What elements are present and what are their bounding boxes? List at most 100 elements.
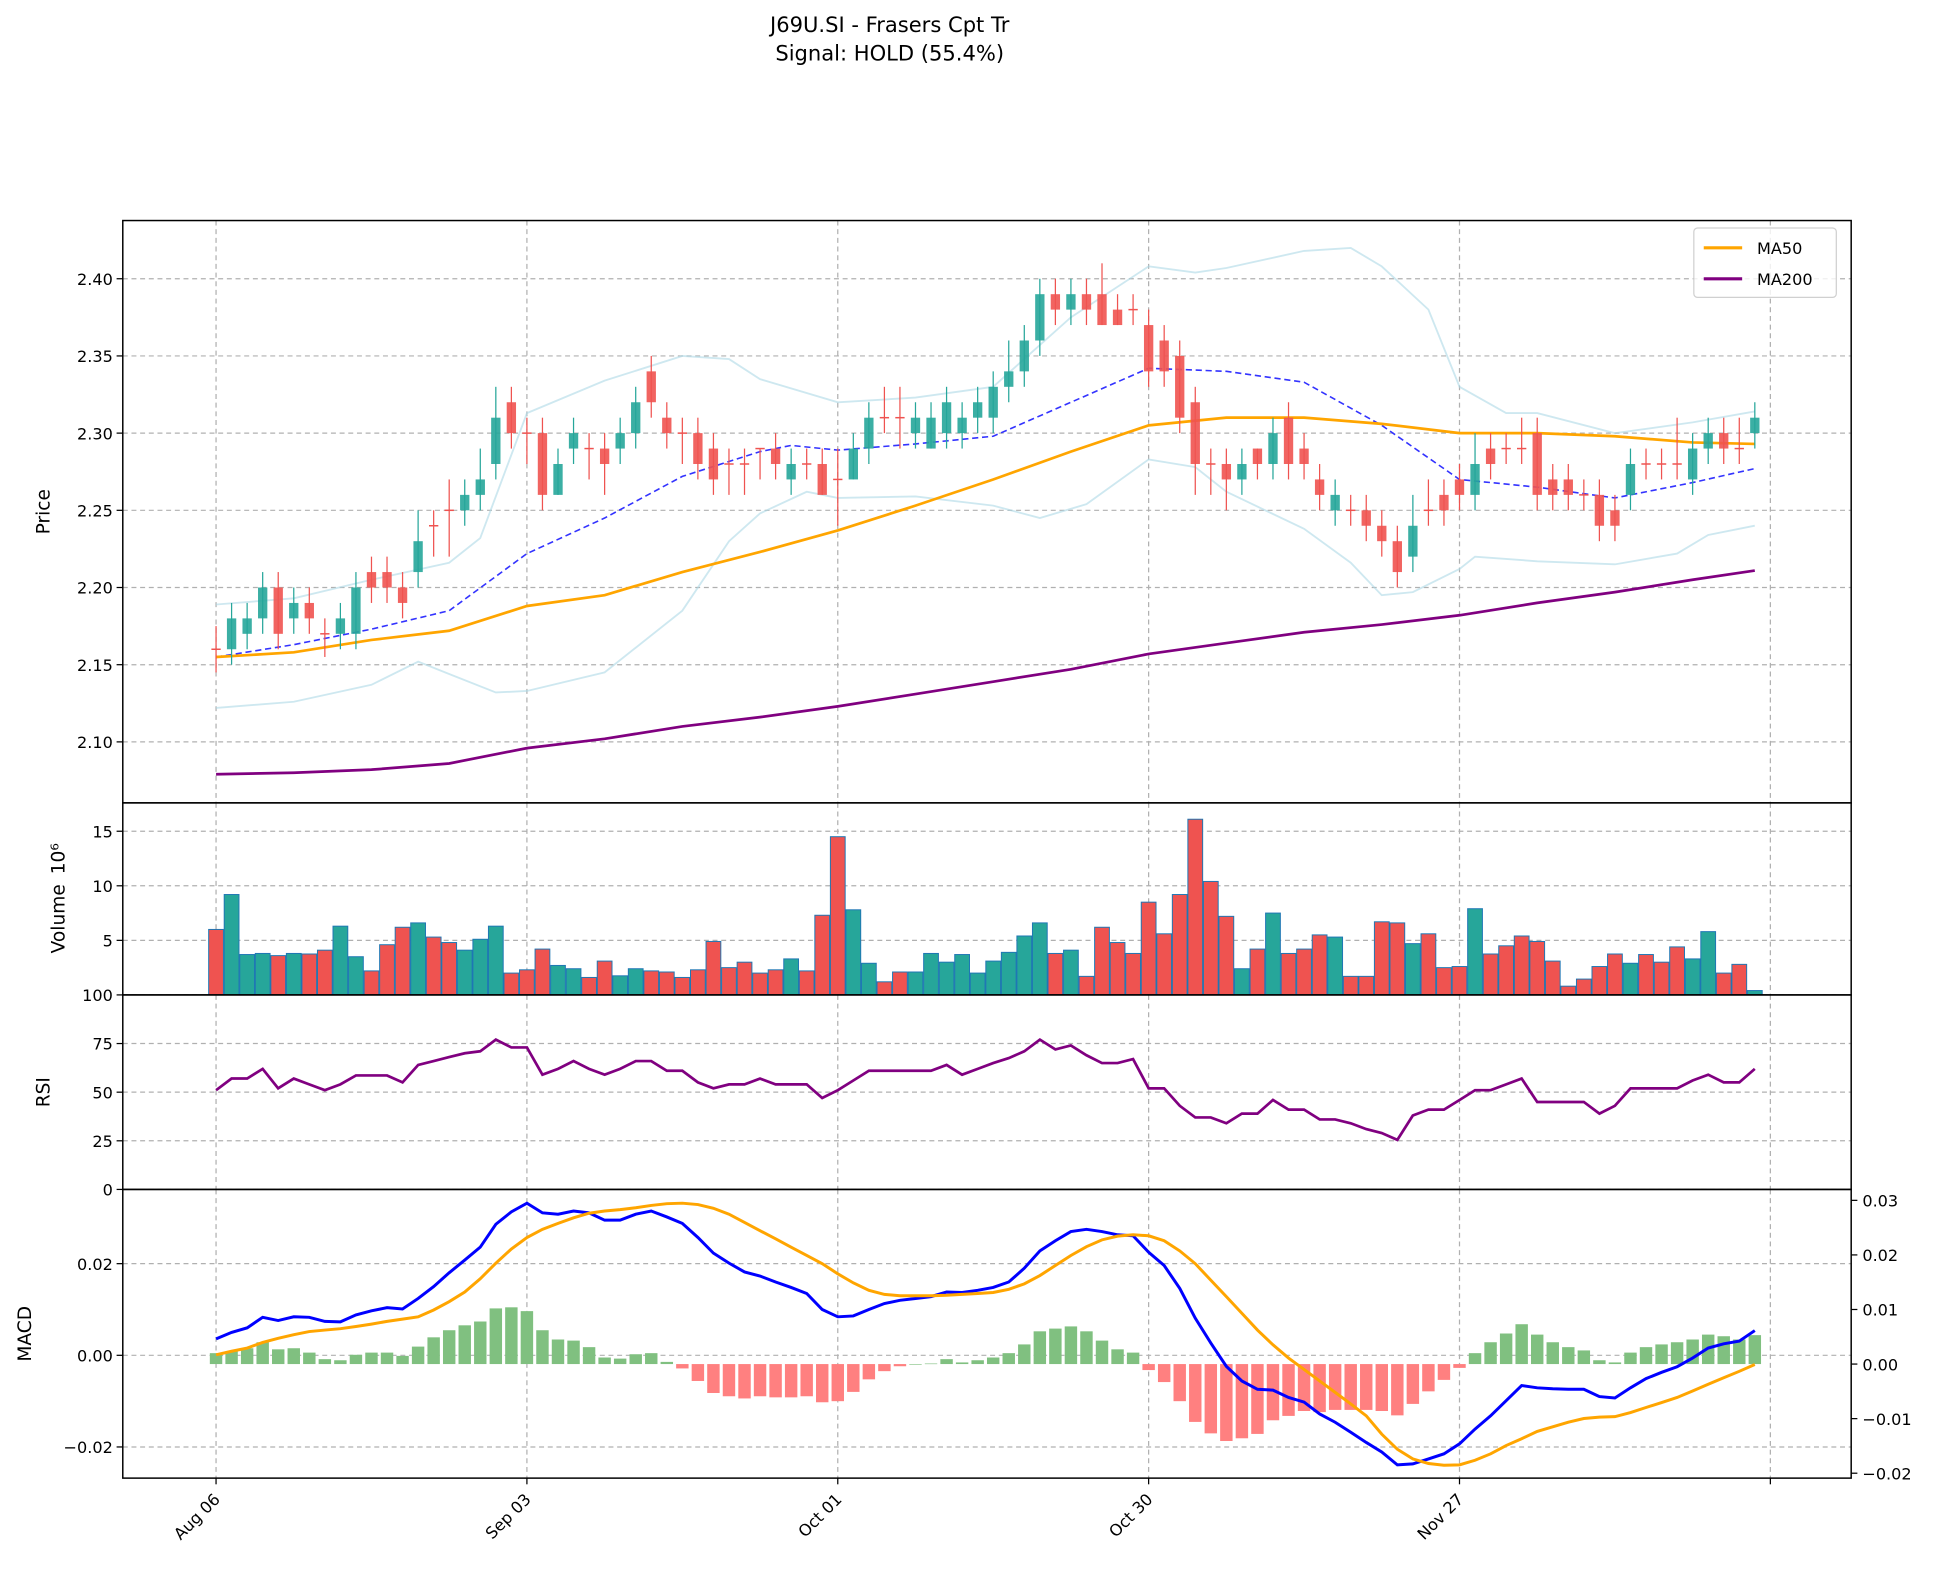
candle-body-down [1439,494,1449,511]
candle-body-down [506,402,517,434]
volume-bar [1451,966,1468,996]
volume-bar [208,928,224,996]
volume-bar [519,969,535,996]
candle-body-down [1112,309,1123,326]
volume-bar [316,949,333,996]
macd-axis-label: MACD [15,1306,36,1362]
volume-bar [798,970,815,996]
volume-bar [239,954,256,996]
volume-bar [1358,975,1375,996]
macd-y-tick-label: −0.02 [64,1438,113,1457]
volume-bar [643,970,660,996]
volume-bar [394,926,411,996]
candle-body-up [957,417,967,434]
candle-body-up [1066,294,1076,310]
volume-bar [1218,915,1235,996]
macd-histogram-bar-negative [1375,1364,1389,1411]
candle-body-up [1687,448,1698,480]
volume-bar [285,952,302,996]
candle-body-down [1610,510,1620,526]
macd-histogram-bar-negative [1297,1364,1311,1411]
macd-histogram-bar-negative [1220,1364,1233,1442]
macd-histogram-bar-positive [1111,1349,1124,1365]
volume-bar [1171,894,1188,996]
volume-bar [736,961,753,996]
price-y-tick-label: 2.30 [77,424,113,443]
macd-y-tick-label: 0.02 [77,1255,113,1274]
macd-histogram-bar-negative [1391,1364,1404,1416]
volume-bar [1078,975,1095,996]
macd-histogram-bar-negative [1313,1364,1326,1413]
volume-bar [1140,901,1157,996]
volume-bar [1684,958,1701,996]
macd-histogram-bar-positive [380,1352,394,1365]
volume-bar [441,942,458,996]
macd-histogram-bar-positive [1499,1333,1513,1365]
price-y-tick-label: 2.25 [77,502,113,521]
volume-bar [1327,936,1344,996]
macd-histogram-bar-positive [598,1357,611,1365]
chart-subtitle: Signal: HOLD (55.4%) [775,41,1004,66]
candle-body-up [864,417,874,449]
macd-histogram-bar-negative [707,1364,720,1393]
volume-bar [332,925,349,996]
macd-histogram-bar-negative [1453,1364,1466,1368]
macd-histogram-bar-positive [1748,1335,1762,1365]
candle-body-up [1470,464,1480,495]
legend-ma200-label: MA200 [1757,270,1813,289]
macd-histogram-bar-positive [567,1340,580,1365]
volume-bar [690,969,706,996]
macd-histogram-bar-positive [551,1339,565,1365]
candle-body-up [475,479,485,495]
candle-body-up [988,386,998,418]
macd-histogram-bar-positive [645,1353,658,1365]
macd-histogram-bar-negative [1266,1364,1280,1421]
candle-body-down [693,433,703,465]
volume-bar [456,949,473,996]
volume-bar [487,925,504,996]
volume-bar [1373,921,1390,996]
macd-histogram-bar-positive [1002,1353,1015,1365]
macd-histogram-bar-positive [1624,1352,1637,1365]
legend: MA50 MA200 [1693,227,1837,298]
candle-body-down [1097,294,1107,326]
candle-body-up [1019,340,1029,372]
price-y-tick-label: 2.20 [77,579,113,598]
volume-bar [301,953,318,996]
macd-line [215,1201,1756,1467]
macd-histogram-bar-negative [1282,1364,1295,1416]
bollinger-upper-line [216,246,1755,606]
candle-body-up [289,602,299,619]
volume-bar [534,948,551,996]
volume-bar [254,952,271,996]
candle-body-down [1050,294,1061,310]
macd-histogram-bar-positive [582,1347,596,1365]
volume-bar [845,909,862,996]
volume-bar [1638,954,1654,996]
volume-bar [1156,933,1173,996]
candle-body-down [646,371,656,403]
volume-bar [1700,931,1717,996]
macd-histogram-bar-positive [458,1325,471,1365]
volume-bar [1482,953,1499,996]
macd-histogram-bar-positive [940,1359,953,1365]
rsi-y-tick-label: 25 [92,1132,112,1151]
macd-histogram-bar-positive [971,1360,984,1365]
macd-histogram-bar-positive [365,1352,378,1365]
macd-histogram-bar-positive [272,1349,285,1365]
macd-histogram-bar-positive [427,1337,440,1365]
candle-body-down [1221,464,1232,480]
candle-body-up [615,433,625,449]
volume-bar [270,955,287,996]
candle-body-down [1299,448,1309,465]
volume-bar [783,958,800,996]
macd-histogram-bar-positive [318,1359,332,1365]
macd-histogram-bar-positive [629,1354,642,1365]
macd-histogram-bar-positive [1049,1328,1062,1365]
macd-histogram-bar-positive [1064,1326,1078,1365]
volume-bar [1000,951,1017,996]
macd-histogram-bar-negative [691,1364,705,1381]
chart-marks [208,246,1763,1467]
volume-bar [860,962,877,996]
macd-histogram-bar-positive [1593,1360,1606,1365]
